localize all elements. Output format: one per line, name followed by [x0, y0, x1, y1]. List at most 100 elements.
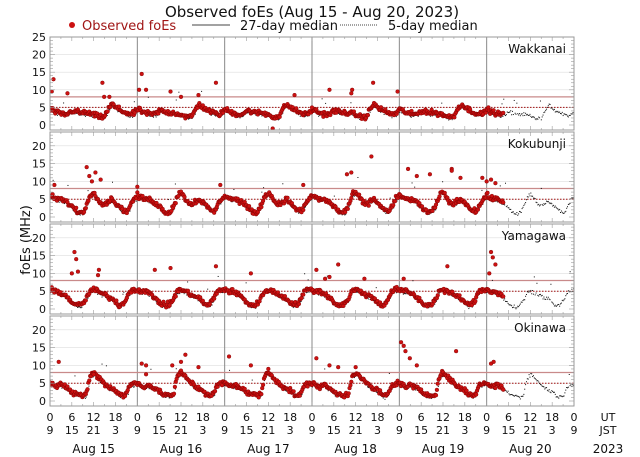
median5-point: [566, 387, 568, 389]
median5-point: [80, 307, 82, 309]
median5-point: [105, 365, 107, 367]
median5-point: [242, 116, 244, 118]
median5-point: [518, 396, 520, 398]
median5-point: [567, 115, 569, 117]
median5-point: [127, 116, 129, 118]
observed-point: [75, 269, 81, 274]
observed-point: [168, 89, 173, 94]
median5-point: [560, 113, 562, 115]
median5-point: [502, 115, 504, 117]
median5-point: [304, 207, 306, 209]
median5-point: [536, 202, 538, 204]
median5-point: [410, 116, 412, 118]
median5-point: [514, 112, 516, 114]
median5-point: [571, 385, 573, 387]
median5-point: [572, 291, 574, 293]
median5-point: [282, 183, 284, 185]
median5-point: [515, 213, 517, 215]
median5-point: [215, 115, 217, 117]
median5-point: [550, 202, 552, 204]
observed-point: [344, 172, 350, 177]
median5-point: [468, 308, 470, 310]
observed-point: [362, 276, 367, 281]
median5-point: [551, 203, 553, 205]
y-tick-label: 15: [32, 66, 46, 79]
median5-point: [261, 115, 263, 117]
legend-5day-label: 5-day median: [388, 19, 478, 34]
median5-point: [533, 197, 535, 199]
median5-point: [119, 397, 121, 399]
observed-point: [405, 166, 411, 172]
median5-point: [292, 307, 294, 309]
median5-point: [486, 291, 488, 293]
median5-point: [499, 185, 501, 187]
station-label: Wakkanai: [508, 42, 566, 56]
median5-point: [176, 293, 178, 295]
median5-point: [545, 202, 547, 204]
median5-point: [519, 398, 521, 400]
median5-point: [571, 197, 573, 199]
median5-point: [106, 114, 108, 116]
observed-point: [301, 207, 306, 213]
median5-point: [539, 204, 541, 206]
median5-point: [52, 179, 54, 181]
median5-point: [50, 198, 52, 200]
median5-point: [129, 117, 131, 119]
median5-point: [404, 293, 406, 295]
median5-point: [188, 118, 190, 120]
median5-point: [538, 381, 540, 383]
observed-point: [301, 292, 306, 297]
median5-point: [551, 390, 553, 392]
median5-point: [154, 115, 156, 117]
observed-point: [87, 378, 92, 383]
observed-point: [292, 92, 297, 98]
median5-point: [504, 114, 506, 116]
median5-point: [520, 301, 522, 303]
median5-point: [516, 307, 518, 309]
median5-point: [566, 114, 568, 116]
median5-point: [357, 176, 359, 178]
median5-point: [521, 301, 523, 303]
median5-point: [533, 377, 535, 379]
median5-point: [557, 208, 559, 210]
median5-point: [84, 397, 86, 399]
median5-point: [560, 303, 562, 305]
median5-point: [101, 363, 103, 365]
median5-point: [222, 114, 224, 116]
median5-point: [178, 91, 180, 93]
median5-point: [532, 116, 534, 118]
median5-point: [356, 291, 358, 293]
median5-point: [304, 116, 306, 118]
median5-point: [123, 291, 125, 293]
median5-point: [183, 293, 185, 295]
median5-point: [299, 115, 301, 117]
median5-point: [88, 385, 90, 387]
median5-point: [549, 391, 551, 393]
median5-point: [562, 115, 564, 117]
median5-point: [507, 112, 509, 114]
observed-point: [83, 298, 88, 303]
observed-point: [433, 202, 439, 207]
median5-point: [524, 388, 526, 390]
median5-point: [569, 202, 571, 204]
median5-point: [555, 305, 557, 307]
median5-point: [301, 394, 303, 396]
median5-point: [558, 397, 560, 399]
median5-point: [526, 113, 528, 115]
median5-point: [78, 306, 80, 308]
median5-point: [87, 190, 89, 192]
median5-point: [505, 300, 507, 302]
median5-point: [127, 393, 129, 395]
legend: Observed foEs 27-day median 5-day median: [69, 19, 478, 34]
median5-point: [500, 116, 502, 118]
median5-point: [448, 119, 450, 121]
observed-point: [140, 193, 145, 199]
median5-point: [303, 297, 305, 299]
median5-point: [233, 388, 235, 390]
y-tick-label: 5: [39, 101, 46, 114]
median5-point: [562, 212, 564, 214]
median5-point: [339, 113, 341, 115]
median5-point: [542, 385, 544, 387]
observed-point: [437, 194, 442, 199]
median5-point: [530, 289, 532, 291]
